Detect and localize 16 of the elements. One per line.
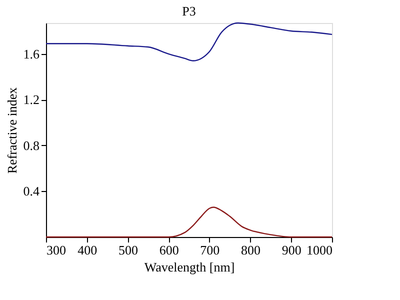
x-tick-label: 300 (46, 242, 66, 258)
line-series (45, 22, 333, 62)
x-tick-label: 1000 (306, 242, 332, 258)
x-tick-label: 500 (118, 242, 138, 258)
y-tick-label: 1.6 (23, 46, 40, 62)
x-tick-label: 900 (282, 242, 302, 258)
x-tick-label: 700 (200, 242, 220, 258)
y-axis-title: Refractive index (4, 86, 20, 174)
y-tick-label: 1.2 (23, 92, 40, 108)
y-tick-label: 0.8 (23, 138, 40, 153)
y-tick-label: 0.4 (23, 184, 40, 199)
x-tick-label: 800 (241, 242, 261, 258)
x-tick-label: 400 (78, 242, 98, 258)
x-tick-label: 600 (159, 242, 179, 258)
chart-title: P3 (182, 3, 196, 18)
x-axis-title: Wavelength [nm] (144, 260, 235, 274)
